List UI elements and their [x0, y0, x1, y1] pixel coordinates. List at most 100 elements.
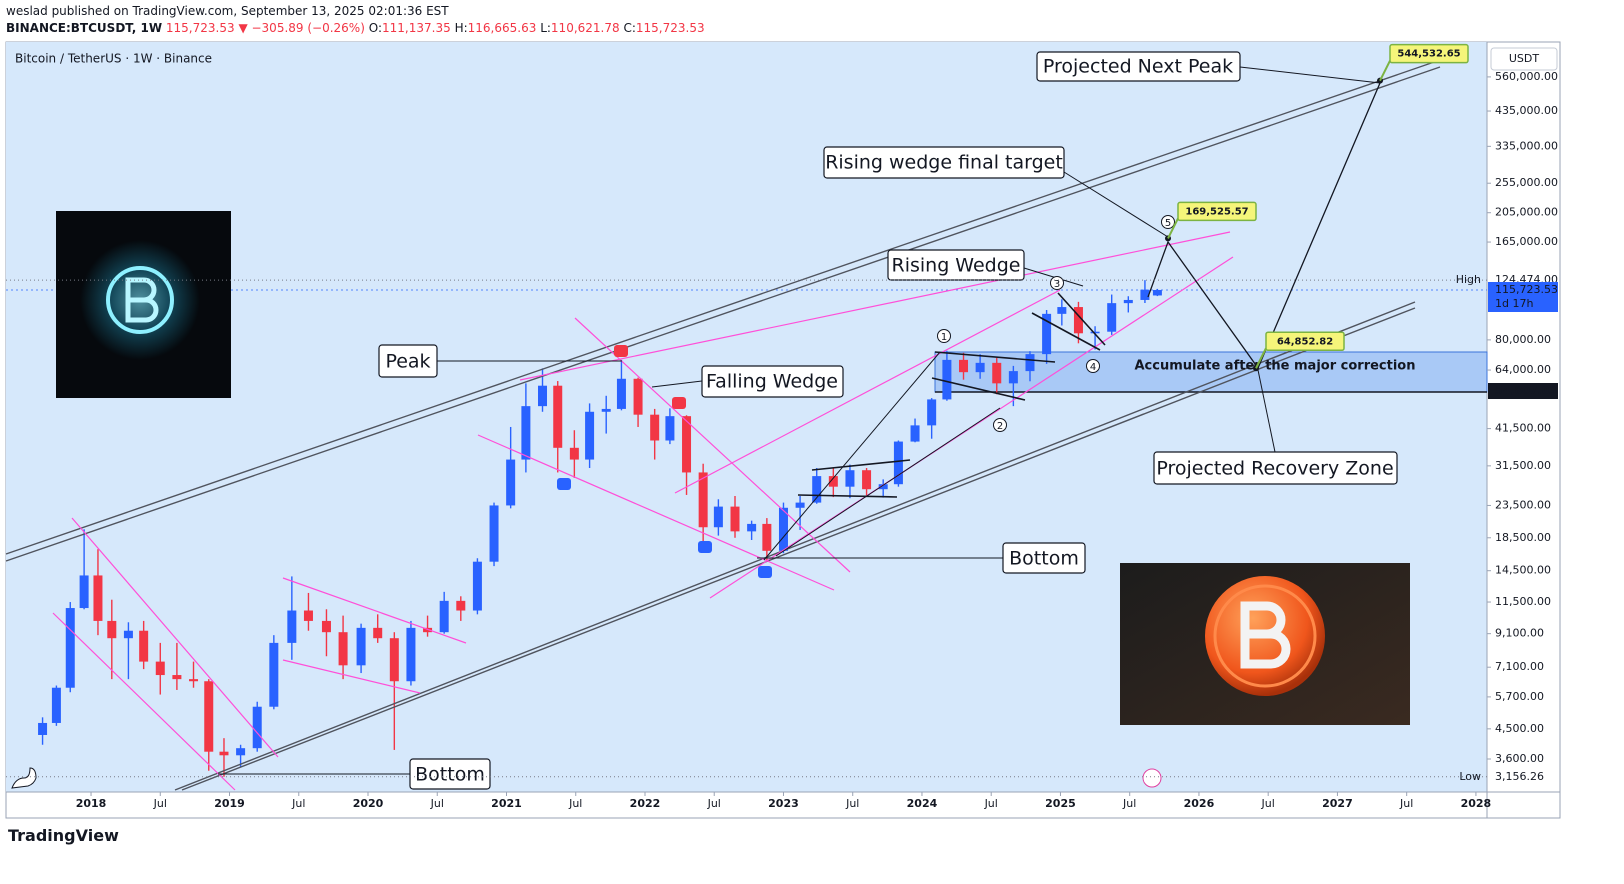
candle-body	[1123, 299, 1133, 304]
x-tick-label: Jul	[1122, 797, 1136, 810]
candle-body	[650, 414, 660, 441]
currency-box	[1490, 47, 1558, 71]
candle-body	[489, 505, 499, 562]
y-tick-label: 80,000.00	[1495, 333, 1551, 346]
annotation: Bottom	[415, 764, 485, 786]
y-tick-label: 64,000.00	[1495, 363, 1551, 376]
candle-body	[338, 632, 348, 666]
candle-body	[107, 620, 117, 639]
target-leader	[1255, 347, 1267, 369]
dino-icon	[11, 767, 37, 789]
candle-body	[389, 638, 399, 682]
candle-body	[747, 523, 757, 532]
candle-body	[93, 575, 103, 621]
candle-body	[828, 476, 838, 487]
x-tick-label: 2020	[353, 797, 384, 810]
annotation: Peak	[385, 351, 430, 373]
x-tick-label: Jul	[153, 797, 167, 810]
x-tick-label: 2018	[76, 797, 107, 810]
y-tick-label: 23,500.00	[1495, 498, 1551, 511]
annotation-boxes: Projected Next Peak Rising wedge final t…	[378, 51, 1416, 790]
h-key: H:	[454, 21, 468, 35]
symbol-line: BINANCE:BTCUSDT, 1W 115,723.53 ▼ −305.89…	[6, 21, 705, 35]
x-tick-label: 2023	[768, 797, 799, 810]
thumb-down	[614, 345, 628, 357]
waves: 1 2 3 4 5	[937, 215, 1175, 432]
h: 116,665.63	[467, 21, 537, 35]
thumb-up	[698, 541, 712, 553]
y-tick-label: 11,500.00	[1495, 595, 1551, 608]
wave-label: 4	[1090, 362, 1096, 373]
price: 115,723.53	[165, 21, 235, 35]
candle-body	[456, 600, 466, 611]
candle-body	[356, 627, 366, 666]
publisher: weslad published on TradingView.com, Sep…	[6, 4, 449, 18]
low-name: Low	[1459, 770, 1481, 783]
x-tick-label: 2021	[491, 797, 522, 810]
footer: TradingView	[8, 826, 119, 845]
candle-body	[373, 627, 383, 639]
trend	[763, 351, 941, 561]
annotation-box	[1002, 542, 1086, 574]
target-leader	[1167, 217, 1179, 239]
candle-body	[303, 610, 313, 621]
y-tick-label: 7,100.00	[1495, 660, 1544, 673]
currency: USDT	[1509, 52, 1540, 65]
flag	[934, 351, 1056, 363]
chart-title: Bitcoin / TetherUS · 1W · Binance	[15, 52, 212, 66]
annotation-box	[378, 344, 438, 378]
candle-body	[38, 722, 48, 735]
candle-body	[845, 470, 855, 487]
wedge-line	[709, 256, 1234, 599]
wave-circle	[1086, 359, 1100, 373]
candle-body	[862, 470, 872, 490]
wave-label: 5	[1165, 218, 1171, 229]
y-tick-label: 18,500.00	[1495, 531, 1551, 544]
candle-body	[287, 610, 297, 643]
y-tick-label: 205,000.00	[1495, 206, 1558, 219]
connector	[1257, 369, 1276, 453]
candle-body	[665, 416, 675, 441]
x-tick-label: 2019	[214, 797, 245, 810]
candle-body	[1042, 313, 1052, 355]
flag	[1031, 312, 1101, 351]
low-value: 3,156.26	[1495, 770, 1544, 783]
wedge-line	[71, 517, 279, 758]
annotation-box	[887, 249, 1025, 281]
candle-body	[252, 706, 262, 749]
o: 111,137.35	[382, 21, 451, 35]
annotation-box	[409, 758, 491, 790]
x-tick-label: 2025	[1045, 797, 1076, 810]
candle-body	[406, 627, 416, 682]
y-tick-label: 3,600.00	[1495, 752, 1544, 765]
candle-body	[172, 675, 182, 680]
candle-body	[927, 399, 937, 426]
candle-body	[269, 642, 279, 707]
annotation-box	[701, 365, 844, 398]
o-key: O:	[368, 21, 383, 35]
target-label: 64,852.82	[1277, 336, 1333, 347]
wedge-line	[477, 434, 835, 591]
candle-body	[1107, 303, 1117, 332]
c-key: C:	[623, 21, 636, 35]
countdown: 1d 17h	[1495, 297, 1533, 310]
change: ▼ −305.89 (−0.26%)	[238, 21, 365, 35]
channel-top	[5, 59, 1441, 555]
candle-body	[155, 661, 165, 676]
zone-text: Accumulate after the major correction	[1134, 359, 1415, 374]
wave-circle	[993, 418, 1007, 432]
candle-body	[601, 408, 611, 412]
channel	[5, 59, 1441, 791]
y-tick-label: 165,000.00	[1495, 235, 1558, 248]
x-tick-label: Jul	[1261, 797, 1275, 810]
target-tag	[1389, 43, 1469, 64]
candle-body	[893, 441, 903, 485]
candle-body	[1057, 307, 1067, 314]
candles	[38, 280, 1162, 777]
target-tag	[1177, 201, 1257, 222]
x-tick-label: Jul	[707, 797, 721, 810]
annotation: Projected Recovery Zone	[1156, 458, 1393, 480]
trend	[775, 407, 1001, 557]
y-tick-label: 4,500.00	[1495, 722, 1544, 735]
